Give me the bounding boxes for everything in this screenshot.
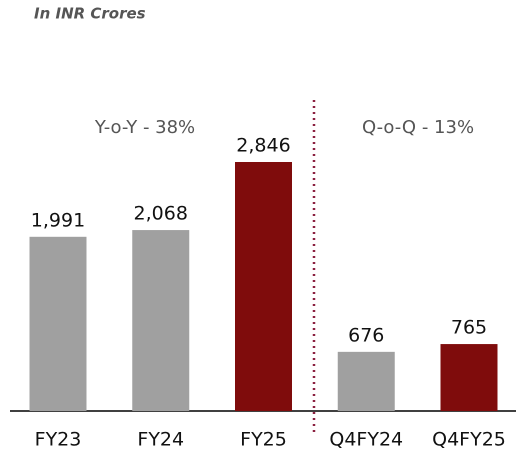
x-tick-label: FY25 bbox=[240, 429, 287, 451]
value-label: 1,991 bbox=[31, 209, 85, 231]
annotation: Y-o-Y - 38% bbox=[94, 117, 195, 138]
bar bbox=[132, 230, 190, 411]
bar bbox=[337, 351, 395, 411]
bar bbox=[235, 162, 292, 411]
bar bbox=[440, 344, 498, 411]
chart-subtitle: In INR Crores bbox=[34, 5, 146, 23]
bar bbox=[29, 236, 87, 411]
x-tick-label: FY24 bbox=[137, 429, 184, 451]
value-label: 2,068 bbox=[134, 203, 188, 225]
x-tick-label: Q4FY25 bbox=[432, 429, 506, 451]
x-tick-label: FY23 bbox=[35, 429, 82, 451]
x-tick-label: Q4FY24 bbox=[329, 429, 403, 451]
value-label: 676 bbox=[348, 324, 384, 346]
value-label: 2,846 bbox=[236, 135, 290, 157]
value-label: 765 bbox=[451, 317, 487, 339]
annotation: Q-o-Q - 13% bbox=[362, 117, 474, 138]
